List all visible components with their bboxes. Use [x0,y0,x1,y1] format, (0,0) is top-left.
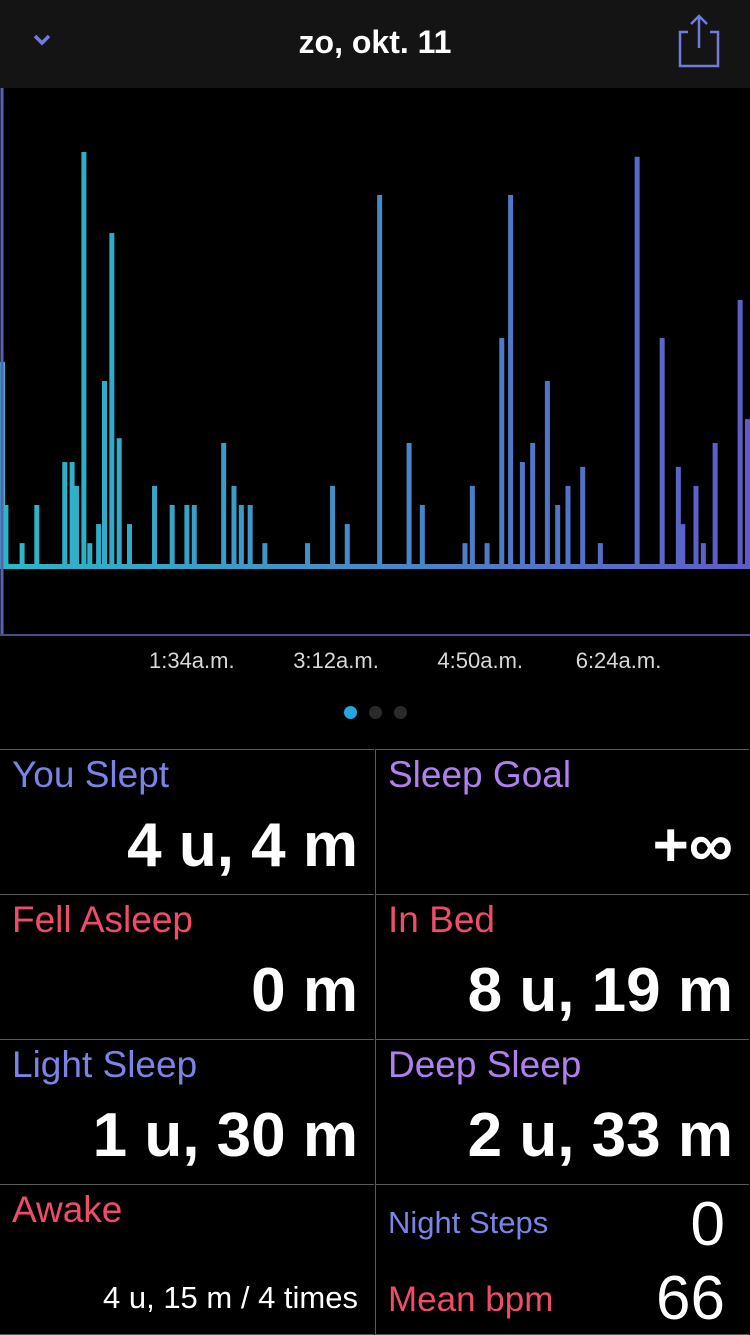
activity-spike [555,504,561,569]
activity-spike [127,524,133,569]
activity-spike [469,485,475,569]
night-steps-label: Night Steps [388,1205,549,1240]
activity-spike [184,504,190,569]
x-tick-label: 4:50a.m. [437,648,524,673]
activity-spike [737,299,743,569]
activity-spike [169,504,175,569]
stat-label: Awake [12,1189,123,1230]
activity-spike [680,524,686,569]
chevron-down-icon[interactable] [30,28,54,52]
page-title: zo, okt. 11 [298,24,452,60]
stat-label: In Bed [388,899,495,940]
stat-label: Light Sleep [12,1044,198,1085]
activity-spike [745,419,750,569]
activity-spike [675,466,681,569]
stat-awake: Awake 4 u, 15 m / 4 times [0,1184,374,1335]
stat-sleep-goal[interactable]: Sleep Goal +∞ [375,749,749,894]
activity-spike [519,462,525,569]
page-dot[interactable] [343,706,357,719]
activity-spike [69,462,75,569]
stat-light-sleep: Light Sleep 1 u, 30 m [0,1039,374,1184]
activity-spike [419,504,425,569]
activity-spike [262,543,268,569]
activity-spike [96,524,102,569]
activity-spike [231,485,237,569]
activity-spike [659,338,665,569]
stat-value: 4 u, 15 m / 4 times [103,1280,358,1315]
nav-header: zo, okt. 11 [0,0,750,88]
activity-spike [3,504,9,569]
stat-value: 4 u, 4 m [127,811,358,880]
activity-spike [544,380,550,569]
stat-label: Fell Asleep [12,899,193,940]
activity-spike [62,462,68,569]
stat-value: 8 u, 19 m [467,956,733,1025]
activity-spike [530,442,536,569]
stat-in-bed: In Bed 8 u, 19 m [375,894,749,1039]
activity-spike [462,543,468,569]
stat-label: Sleep Goal [388,754,572,795]
stat-steps-bpm: Night Steps 0 Mean bpm 66 [375,1184,749,1335]
stat-label: You Slept [12,754,170,795]
mean-bpm-label: Mean bpm [388,1280,554,1319]
activity-spike [693,485,699,569]
stat-label: Deep Sleep [388,1044,582,1085]
page-indicator[interactable] [0,706,750,724]
activity-spike [499,338,505,569]
activity-spike [221,442,227,569]
activity-spike [109,233,115,569]
activity-spike [305,543,311,569]
activity-spike [74,485,80,569]
activity-spike [484,543,490,569]
activity-spike [344,524,350,569]
activity-spike [377,194,383,569]
stat-value: 2 u, 33 m [467,1101,733,1170]
activity-spike [19,543,25,569]
activity-spike [81,152,87,569]
activity-spike [116,438,122,569]
mean-bpm-value: 66 [656,1264,725,1333]
stat-you-slept: You Slept 4 u, 4 m [0,749,374,894]
activity-spike [152,485,158,569]
activity-spike [101,380,107,569]
activity-spike [406,442,412,569]
activity-spike [597,543,603,569]
x-tick-label: 1:34a.m. [148,648,235,673]
activity-spike [565,485,571,569]
activity-spike [508,194,514,569]
stat-value: 0 m [251,956,358,1025]
activity-spike [712,442,718,569]
activity-spike [580,466,586,569]
activity-spike [700,543,706,569]
activity-spike [634,156,640,569]
stat-fell-asleep: Fell Asleep 0 m [0,894,374,1039]
night-steps-value: 0 [690,1190,725,1259]
share-icon[interactable] [676,14,722,70]
page-dot[interactable] [368,706,382,719]
activity-spike [330,485,336,569]
activity-spike [247,504,253,569]
baseline [2,564,750,569]
activity-spike [238,504,244,569]
x-tick-label: 3:12a.m. [293,648,379,673]
stat-value: +∞ [652,811,733,880]
stat-value: 1 u, 30 m [92,1101,358,1170]
activity-spike [34,504,40,569]
page-dot[interactable] [393,706,407,719]
activity-spike [87,543,93,569]
sleep-activity-chart [0,88,750,636]
stat-deep-sleep: Deep Sleep 2 u, 33 m [375,1039,749,1184]
activity-spike [191,504,197,569]
x-tick-label: 6:24a.m. [575,648,662,673]
